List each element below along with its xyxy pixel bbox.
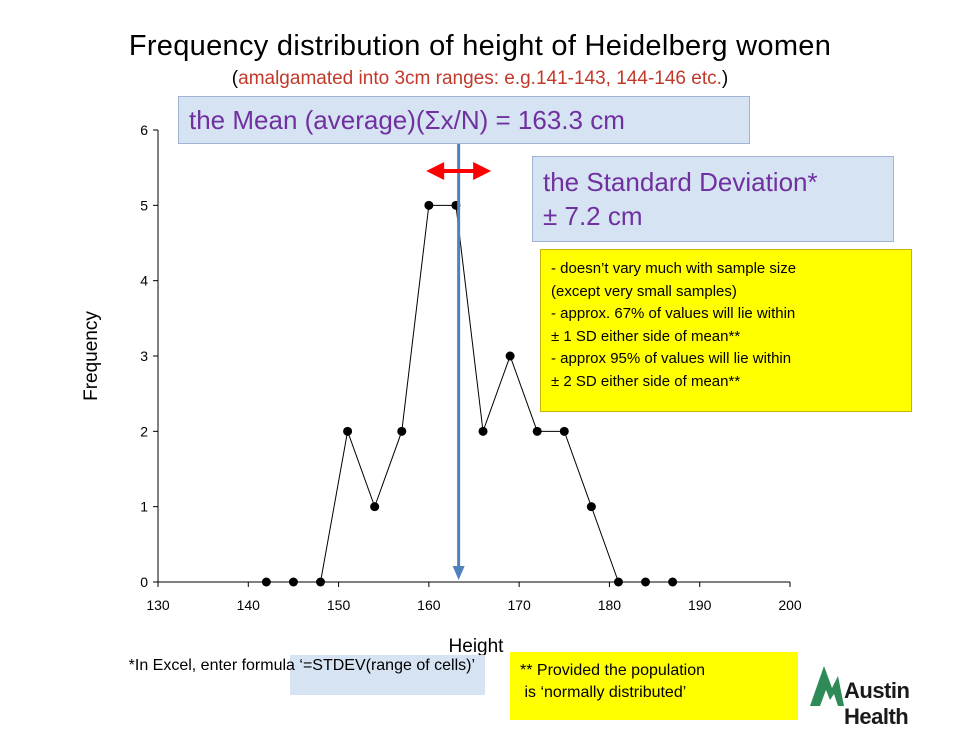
data-point xyxy=(261,577,271,587)
x-axis-label: Height xyxy=(449,636,505,657)
y-tick-label: 1 xyxy=(140,499,148,515)
sd-note-line: - approx 95% of values will lie within xyxy=(551,350,792,367)
x-tick-label: 190 xyxy=(688,597,712,613)
mean-arrowhead xyxy=(452,566,465,580)
x-tick-label: 160 xyxy=(417,597,441,613)
data-point xyxy=(478,426,488,436)
y-axis-label: Frequency xyxy=(81,311,102,401)
data-point xyxy=(641,577,651,587)
data-point xyxy=(586,502,596,512)
subtitle-close-paren: ) xyxy=(721,68,729,89)
sd-label-line2: ± 7.2 cm xyxy=(543,201,643,231)
chart-subtitle: (amalgamated into 3cm ranges: e.g.141-14… xyxy=(0,68,960,90)
subtitle-open-paren: ( xyxy=(231,68,239,89)
population-note-line1: ** Provided the population xyxy=(520,662,706,679)
data-point xyxy=(316,577,326,587)
population-note-line2: is ‘normally distributed’ xyxy=(520,684,687,701)
data-point xyxy=(559,426,569,436)
sd-note-line: - doesn’t vary much with sample size xyxy=(551,260,797,277)
y-tick-label: 4 xyxy=(140,273,148,289)
data-point xyxy=(370,502,380,512)
series-points xyxy=(261,200,678,587)
mean-callout: the Mean (average)(Σx/N) = 163.3 cm xyxy=(178,96,750,144)
x-tick-label: 140 xyxy=(237,597,261,613)
series-line xyxy=(266,204,673,583)
sd-note-line: ± 2 SD either side of mean** xyxy=(551,372,741,390)
sd-label-line1: the Standard Deviation* xyxy=(543,167,818,197)
y-tick-label: 6 xyxy=(140,122,148,138)
data-point xyxy=(424,200,434,210)
sd-note-line: ± 1 SD either side of mean** xyxy=(551,327,741,345)
sd-note-line: - approx. 67% of values will lie within xyxy=(551,305,796,322)
excel-note-background xyxy=(290,655,485,695)
y-tick-label: 5 xyxy=(140,197,148,213)
data-point xyxy=(532,426,542,436)
y-tick-label: 0 xyxy=(140,574,148,590)
data-point xyxy=(505,351,515,361)
austin-health-logo-icon xyxy=(810,666,844,706)
data-point xyxy=(343,426,353,436)
x-tick-label: 130 xyxy=(146,597,170,613)
sd-callout: the Standard Deviation* ± 7.2 cm xyxy=(532,156,894,242)
data-point xyxy=(668,577,678,587)
chart-title: Frequency distribution of height of Heid… xyxy=(128,30,832,62)
population-note-box: ** Provided the population is ‘normally … xyxy=(510,652,798,720)
data-point xyxy=(397,426,407,436)
excel-note: *In Excel, enter formula ‘=STDEV(range o… xyxy=(128,657,475,674)
subtitle-text: amalgamated into 3cm ranges: e.g.141-143… xyxy=(238,68,722,89)
x-tick-label: 180 xyxy=(598,597,622,613)
data-point xyxy=(613,577,623,587)
logo-text: Austin Health xyxy=(844,678,910,729)
y-tick-label: 2 xyxy=(140,423,148,439)
mean-label: the Mean (average)(Σx/N) = 163.3 cm xyxy=(189,105,625,135)
sd-arrowhead-right xyxy=(473,162,492,180)
y-tick-label: 3 xyxy=(140,348,148,364)
x-tick-label: 170 xyxy=(507,597,531,613)
sd-note-line: (except very small samples) xyxy=(551,282,737,300)
data-point xyxy=(288,577,298,587)
chart-ticks: 0 1 2 3 4 5 6 130 140 150 160 170 180 190 200 xyxy=(140,122,802,613)
sd-arrowhead-left xyxy=(426,162,445,180)
x-tick-label: 150 xyxy=(327,597,351,613)
x-tick-label: 200 xyxy=(778,597,802,613)
sd-notes-box: - doesn’t vary much with sample size (ex… xyxy=(540,249,912,412)
